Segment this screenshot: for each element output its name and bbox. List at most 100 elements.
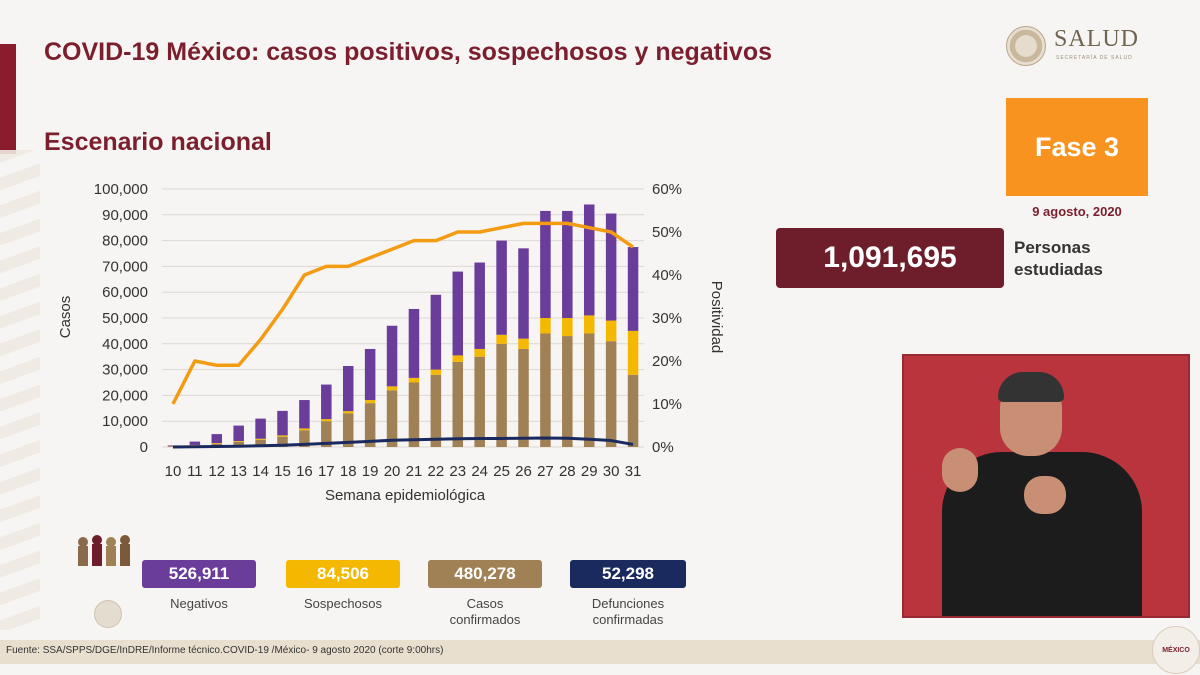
bar-segment (233, 425, 244, 442)
bar-segment (540, 333, 551, 447)
x-tick-label: 16 (296, 463, 313, 480)
bar-segment (364, 400, 376, 404)
bar-segment (518, 348, 529, 447)
x-tick-label: 10 (165, 463, 182, 480)
seal-icon (1006, 26, 1046, 66)
bar-segment (189, 441, 201, 445)
bar-segment (233, 441, 244, 442)
bar-segment (299, 430, 310, 447)
interpreter-hand (942, 448, 978, 492)
bar-segment (255, 439, 266, 447)
source-note: Fuente: SSA/SPPS/DGE/InDRE/Informe técni… (6, 645, 444, 656)
total-studied-label: Personas estudiadas (1014, 237, 1103, 281)
bar-segment (430, 294, 442, 370)
y-tick-label: 10,000 (102, 413, 148, 430)
y2-tick-label: 60% (652, 181, 682, 198)
y2-tick-label: 40% (652, 267, 682, 284)
bar-segment (540, 318, 551, 334)
x-axis-label: Semana epidemiológica (325, 487, 486, 504)
bar-segment (321, 419, 332, 422)
bar-segment (408, 382, 420, 447)
phase-badge: Fase 3 (1006, 98, 1148, 196)
bar-segment (518, 338, 529, 349)
confirmed-value: 480,278 (428, 560, 542, 588)
bar-segment (299, 400, 310, 429)
x-tick-label: 21 (406, 463, 423, 480)
confirmed-label: Casos confirmados (449, 596, 521, 627)
bar-segment (627, 247, 639, 331)
y-tick-label: 40,000 (102, 336, 148, 353)
accent-bar (0, 44, 16, 154)
bar-segment (452, 355, 464, 362)
bar-segment (321, 384, 332, 420)
bar-segment (342, 365, 354, 412)
total-label-line2: estudiadas (1014, 260, 1103, 279)
interpreter-hand (1024, 476, 1066, 514)
bar-segment (627, 374, 639, 447)
bar-segment (605, 341, 617, 447)
x-tick-label: 28 (559, 463, 576, 480)
bar-segment (496, 343, 507, 447)
bar-segment (430, 369, 442, 375)
bar-segment (255, 438, 266, 440)
x-tick-label: 31 (625, 463, 642, 480)
x-tick-label: 25 (493, 463, 510, 480)
bar-segment (211, 443, 223, 444)
total-label-line1: Personas (1014, 238, 1091, 257)
suspected-label: Sospechosos (303, 596, 383, 611)
bar-segment (430, 374, 442, 447)
bar-segment (605, 320, 617, 342)
x-tick-label: 19 (362, 463, 379, 480)
bar-segment (583, 204, 595, 316)
cases-chart: 0 10,000 20,000 30,000 40,000 50,000 60,000 70,… (57, 181, 725, 504)
x-tick-label: 18 (340, 463, 357, 480)
bar-segment (342, 413, 354, 447)
y-tick-label: 70,000 (102, 258, 148, 275)
negatives-value: 526,911 (142, 560, 256, 588)
bar-segment (277, 410, 288, 436)
sign-language-interpreter (902, 354, 1190, 618)
bar-segment (605, 213, 617, 321)
bar-segment (452, 361, 464, 447)
deaths-value: 52,298 (570, 560, 686, 588)
suspected-value: 84,506 (286, 560, 400, 588)
bar-segment (211, 434, 223, 444)
bar-segment (386, 325, 398, 387)
bar-segment (277, 435, 288, 437)
bar-segment (540, 210, 551, 318)
bar-segment (474, 348, 485, 357)
footer-bar: Fuente: SSA/SPPS/DGE/InDRE/Informe técni… (0, 640, 1200, 664)
x-tick-label: 22 (428, 463, 445, 480)
y-tick-label: 100,000 (94, 181, 148, 198)
bar-segment (233, 441, 244, 447)
x-tick-label: 24 (471, 463, 488, 480)
bar-segment (364, 348, 376, 401)
bar-segment (386, 390, 398, 447)
bar-segment (474, 262, 485, 349)
logo-name: SALUD (1054, 26, 1140, 52)
total-studied-value: 1,091,695 (776, 228, 1004, 288)
bar-segment (518, 248, 529, 339)
bar-segment (408, 377, 420, 383)
mexico-badge: MÉXICO (1152, 626, 1200, 674)
y-axis-label: Casos (57, 296, 74, 339)
x-tick-label: 26 (515, 463, 532, 480)
bar-segment (474, 356, 485, 447)
x-tick-label: 12 (208, 463, 225, 480)
deaths-line (172, 436, 634, 449)
bar-segment (364, 403, 376, 447)
x-tick-label: 30 (603, 463, 620, 480)
y-tick-label: 50,000 (102, 310, 148, 327)
x-tick-label: 27 (537, 463, 554, 480)
bar-segment (562, 336, 573, 447)
bar-segment (583, 315, 595, 334)
positivity-line (171, 221, 635, 405)
y2-tick-label: 0% (652, 439, 674, 456)
y2-axis-label: Positividad (708, 281, 725, 354)
x-tick-label: 20 (384, 463, 401, 480)
bar-segment (562, 318, 573, 337)
bar-segment (583, 333, 595, 447)
y-tick-label: 80,000 (102, 233, 148, 250)
deaths-label: Defunciones confirmadas (591, 596, 665, 627)
y2-tick-label: 10% (652, 396, 682, 413)
